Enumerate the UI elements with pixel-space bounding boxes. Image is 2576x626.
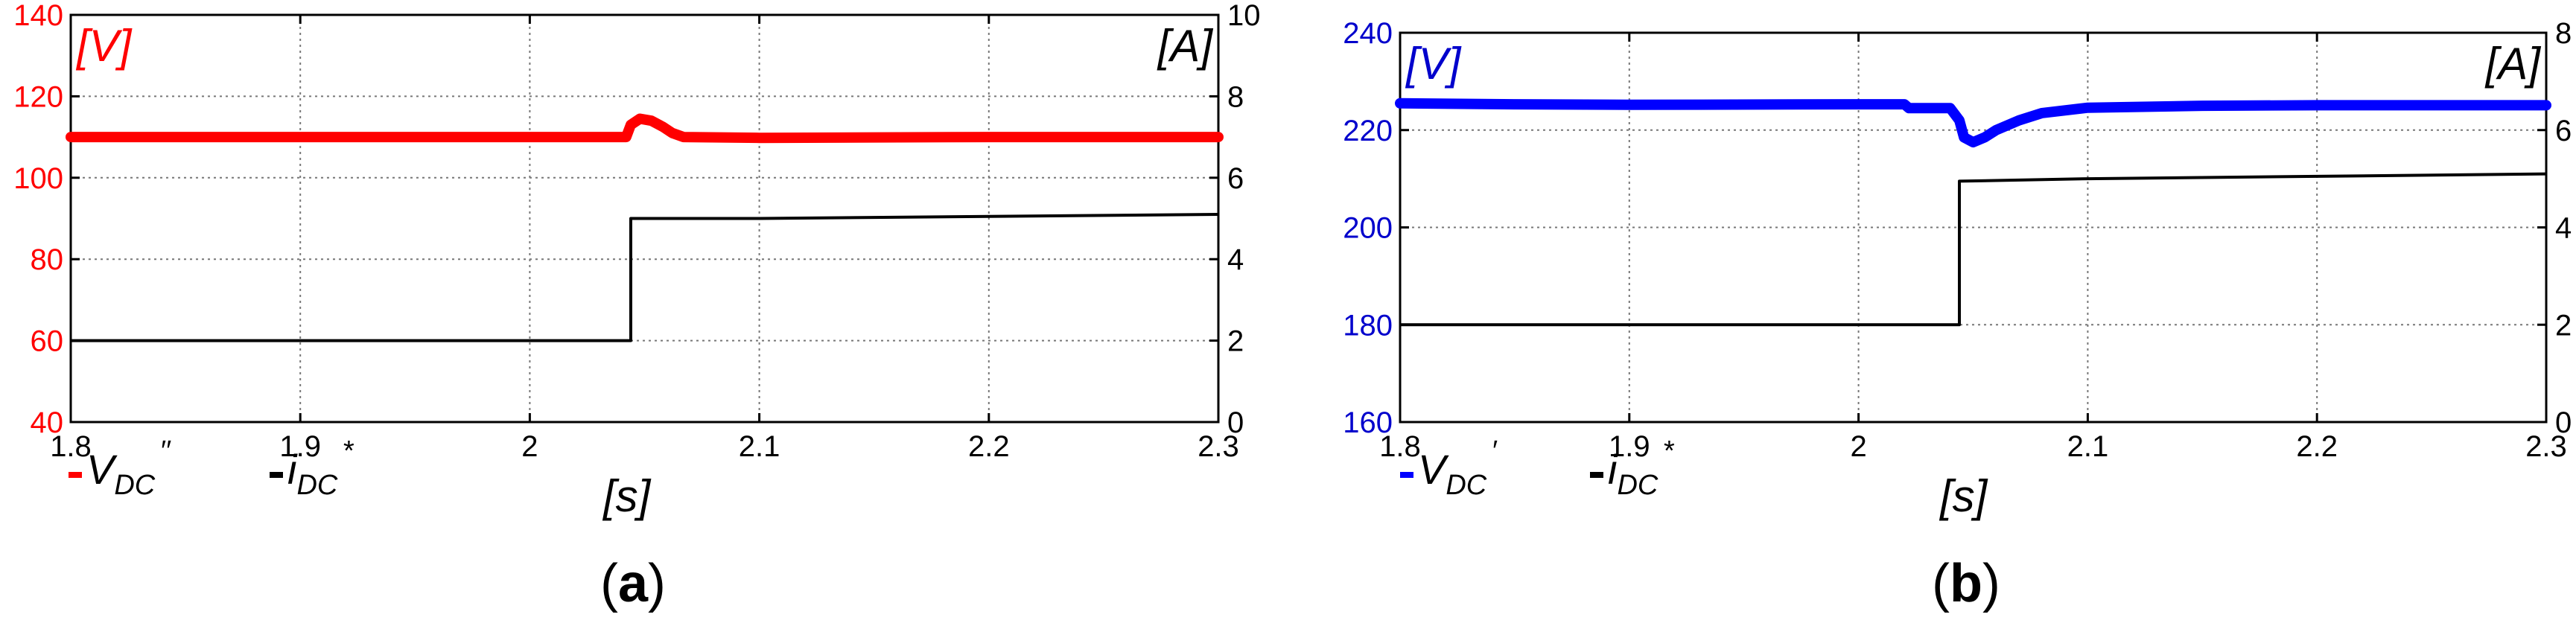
series-line-voltage: [66, 113, 1224, 144]
y-right-tick-label: 4: [1227, 243, 1244, 276]
panel-caption: (b): [1932, 554, 2000, 613]
y-right-tick-label: 4: [2555, 212, 2572, 245]
right-unit-label: [A]: [2484, 39, 2542, 89]
y-left-tick-label: 100: [13, 162, 63, 195]
series-line-voltage: [1395, 98, 2551, 148]
y-left-tick-label: 160: [1343, 406, 1393, 439]
y-left-tick-label: 80: [31, 243, 64, 276]
y-left-tick-label: 40: [31, 406, 64, 439]
chart-panel-2: 1.8 1.9 2 2.1 2.2 2.3 160 180 200 220 240 0 2 4 6 8 [V] […: [1343, 17, 2572, 613]
legend-label: iDC*: [287, 435, 354, 501]
right-unit-label: [A]: [1157, 21, 1214, 71]
x-tick-label: 2.3: [1198, 430, 1239, 463]
x-tick-label: 2.1: [739, 430, 780, 463]
x-unit-label: [s]: [602, 471, 652, 521]
y-left-tick-label: 120: [13, 80, 63, 113]
legend-entry: iDC*: [270, 435, 354, 501]
x-tick-label: 2.3: [2525, 430, 2567, 463]
x-tick-label: 1.9: [1609, 430, 1650, 463]
legend-entry: VDC′′: [69, 435, 171, 501]
y-right-tick-label: 2: [2555, 309, 2572, 342]
x-tick-label: 1.8: [1379, 430, 1421, 463]
left-unit-label: [V]: [75, 21, 133, 71]
x-tick-label: 1.8: [50, 430, 92, 463]
x-tick-label: 2.2: [2296, 430, 2338, 463]
y-right-tick-label: 2: [1227, 325, 1244, 358]
y-left-tick-label: 220: [1343, 115, 1393, 147]
x-unit-label: [s]: [1939, 471, 1988, 521]
y-left-tick-label: 240: [1343, 17, 1393, 50]
x-tick-label: 2.2: [968, 430, 1010, 463]
legend-entry: VDC′: [1400, 435, 1498, 501]
chart-panel-1: 1.8 1.9 2 2.1 2.2 2.3 40 60 80 100 120 140 0 2 4 6 8 10 [V…: [13, 0, 1260, 613]
x-tick-label: 1.9: [279, 430, 321, 463]
y-left-tick-label: 60: [31, 325, 64, 358]
y-right-tick-label: 8: [1227, 80, 1244, 113]
panel-caption: (a): [600, 554, 666, 613]
y-right-tick-label: 6: [2555, 115, 2572, 147]
y-left-tick-label: 140: [13, 0, 63, 32]
y-right-tick-label: 6: [1227, 162, 1244, 195]
y-right-tick-label: 0: [2555, 406, 2572, 439]
series-line-current: [1400, 172, 2547, 327]
x-tick-label: 2: [1850, 430, 1866, 463]
legend-label: VDC′: [1418, 435, 1498, 501]
y-right-tick-label: 0: [1227, 406, 1244, 439]
y-right-tick-label: 8: [2555, 17, 2572, 50]
legend-entry: iDC*: [1590, 435, 1674, 501]
plot-frame: [69, 13, 1220, 424]
legend-label: VDC′′: [86, 435, 171, 501]
x-tick-label: 2.1: [2067, 430, 2109, 463]
y-left-tick-label: 200: [1343, 212, 1393, 245]
series-line-current: [71, 213, 1219, 342]
left-unit-label: [V]: [1405, 39, 1462, 89]
legend-label: iDC*: [1608, 435, 1674, 501]
x-tick-label: 2: [521, 430, 538, 463]
y-right-tick-label: 10: [1227, 0, 1261, 32]
y-left-tick-label: 180: [1343, 309, 1393, 342]
